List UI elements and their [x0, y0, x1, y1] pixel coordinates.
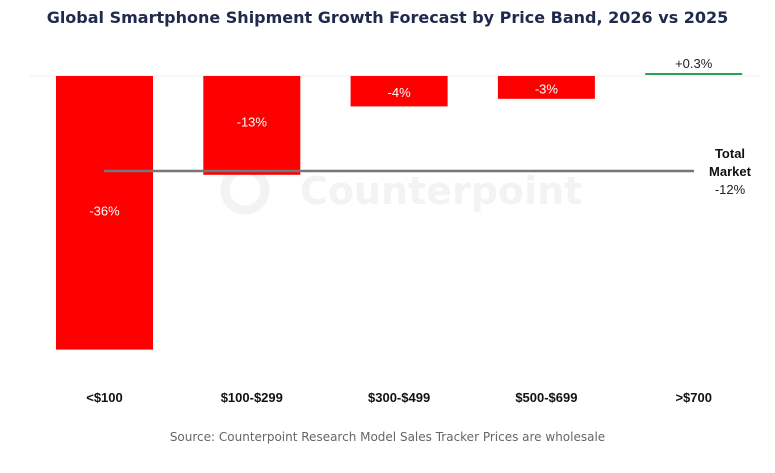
bar [497, 76, 595, 99]
data-label: -36% [89, 204, 120, 219]
category-label: $300-$499 [368, 390, 430, 405]
data-label: +0.3% [675, 56, 713, 71]
watermark-logo-icon [220, 165, 270, 215]
data-label: -3% [535, 81, 559, 96]
category-label: <$100 [86, 390, 123, 405]
bar [56, 76, 153, 350]
category-label: >$700 [675, 390, 712, 405]
total-market-label: Market [709, 164, 752, 179]
category-label: $500-$699 [515, 390, 577, 405]
total-market-label: Total [715, 146, 745, 161]
bar [350, 76, 448, 107]
bar [203, 76, 301, 175]
source-note: Source: Counterpoint Research Model Sale… [169, 430, 606, 444]
chart-title: Global Smartphone Shipment Growth Foreca… [46, 8, 729, 27]
data-label: -13% [237, 114, 268, 129]
data-label: -4% [388, 85, 412, 100]
category-label: $100-$299 [221, 390, 283, 405]
watermark-text: Counterpoint [300, 169, 582, 213]
total-market-value: -12% [715, 182, 746, 197]
